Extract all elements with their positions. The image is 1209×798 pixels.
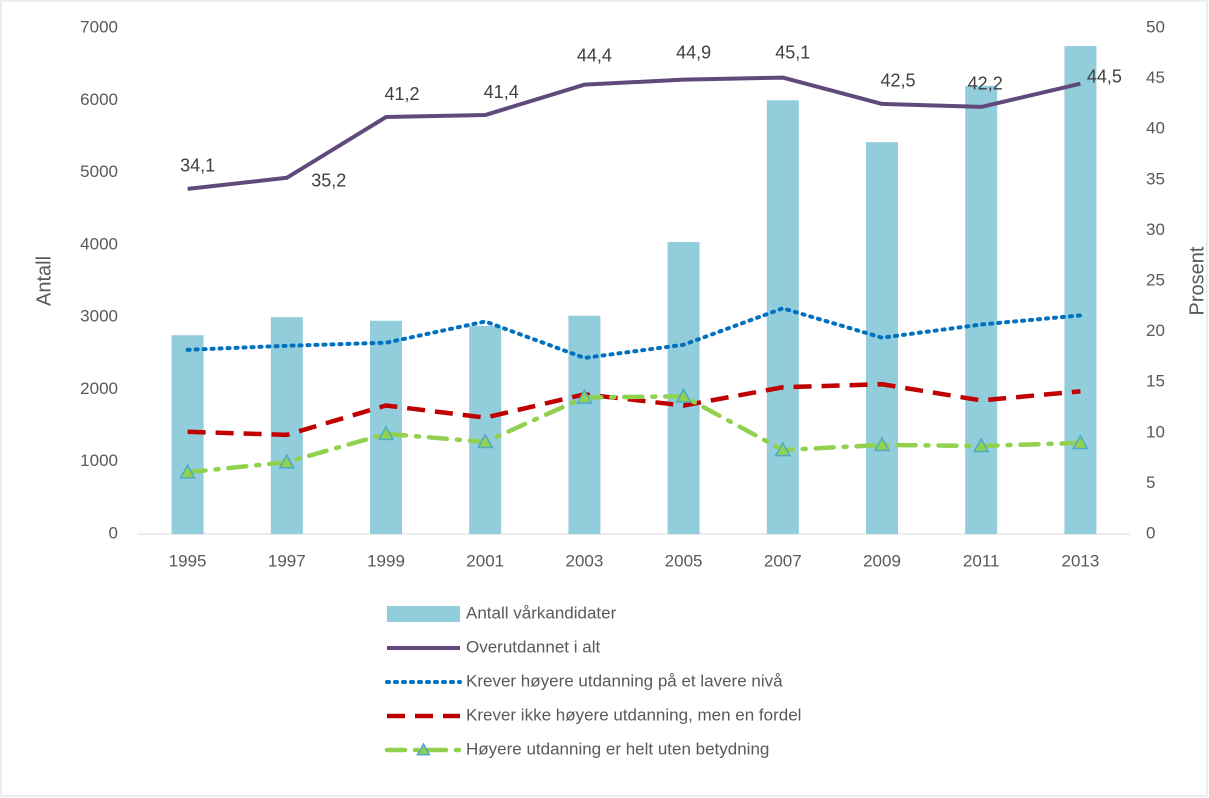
marker bbox=[774, 441, 792, 457]
data-label: 41,4 bbox=[484, 82, 519, 102]
legend-label: Høyere utdanning er helt uten betydning bbox=[466, 739, 769, 758]
y-tick-label: 3000 bbox=[80, 307, 118, 326]
data-label: 44,9 bbox=[676, 42, 711, 62]
marker bbox=[972, 437, 990, 453]
x-tick-label: 1999 bbox=[367, 551, 405, 570]
y-tick-label: 1000 bbox=[80, 451, 118, 470]
line bbox=[185, 306, 1083, 360]
bar bbox=[766, 100, 799, 535]
x-tick-label: 2009 bbox=[863, 551, 901, 570]
line bbox=[187, 381, 1081, 438]
marker bbox=[873, 436, 891, 452]
bar bbox=[469, 325, 502, 534]
legend-label: Krever høyere utdanning på et lavere niv… bbox=[466, 671, 783, 690]
y2-tick-label: 10 bbox=[1146, 422, 1165, 441]
line bbox=[185, 394, 1083, 475]
y2-tick-label: 50 bbox=[1146, 17, 1165, 36]
y2-tick-label: 5 bbox=[1146, 473, 1155, 492]
data-label: 42,2 bbox=[968, 74, 1003, 94]
y2-tick-label: 0 bbox=[1146, 523, 1155, 542]
marker bbox=[1072, 434, 1089, 450]
data-label: 44,5 bbox=[1087, 66, 1122, 86]
x-tick-label: 1997 bbox=[268, 551, 306, 570]
x-tick-label: 2003 bbox=[565, 551, 603, 570]
y2-tick-label: 45 bbox=[1146, 68, 1165, 87]
y2-tick-label: 15 bbox=[1146, 372, 1165, 391]
y2-tick-label: 25 bbox=[1146, 270, 1165, 289]
x-tick-label: 2007 bbox=[764, 551, 802, 570]
bar bbox=[568, 315, 601, 534]
y2-axis-title: Prosent bbox=[1186, 246, 1208, 315]
marker bbox=[278, 453, 296, 469]
marker bbox=[179, 463, 196, 479]
y2-tick-label: 40 bbox=[1146, 119, 1165, 138]
line bbox=[187, 75, 1081, 191]
x-tick-label: 2001 bbox=[466, 551, 504, 570]
y-tick-label: 4000 bbox=[80, 234, 118, 253]
bar bbox=[270, 317, 303, 534]
data-label: 41,2 bbox=[384, 84, 419, 104]
marker bbox=[476, 433, 494, 449]
y2-tick-label: 30 bbox=[1146, 220, 1165, 239]
y-tick-label: 6000 bbox=[80, 90, 118, 109]
bar bbox=[171, 335, 204, 534]
bar bbox=[1064, 46, 1097, 534]
data-label: 34,1 bbox=[180, 156, 215, 176]
x-tick-label: 2011 bbox=[963, 551, 1000, 570]
legend-marker bbox=[416, 742, 431, 756]
legend-label: Krever ikke høyere utdanning, men en for… bbox=[466, 705, 801, 724]
data-label: 35,2 bbox=[311, 171, 346, 191]
y-tick-label: 5000 bbox=[80, 162, 118, 181]
bar bbox=[965, 85, 998, 534]
y-tick-label: 2000 bbox=[80, 379, 118, 398]
legend-label: Antall vårkandidater bbox=[466, 603, 617, 622]
y-tick-label: 7000 bbox=[80, 17, 118, 36]
legend-swatch bbox=[387, 606, 460, 622]
x-tick-label: 2013 bbox=[1061, 551, 1099, 570]
y2-tick-label: 20 bbox=[1146, 321, 1165, 340]
y2-tick-label: 35 bbox=[1146, 169, 1165, 188]
y-tick-label: 0 bbox=[109, 523, 118, 542]
legend-label: Overutdannet i alt bbox=[466, 637, 600, 656]
data-label: 44,4 bbox=[577, 45, 612, 65]
marker bbox=[377, 425, 395, 441]
y-axis-title: Antall bbox=[33, 256, 55, 306]
x-tick-label: 1995 bbox=[169, 551, 207, 570]
data-label: 42,5 bbox=[880, 71, 915, 91]
data-label: 45,1 bbox=[775, 42, 810, 62]
marker bbox=[576, 388, 593, 404]
x-tick-label: 2005 bbox=[665, 551, 703, 570]
marker bbox=[675, 387, 692, 403]
